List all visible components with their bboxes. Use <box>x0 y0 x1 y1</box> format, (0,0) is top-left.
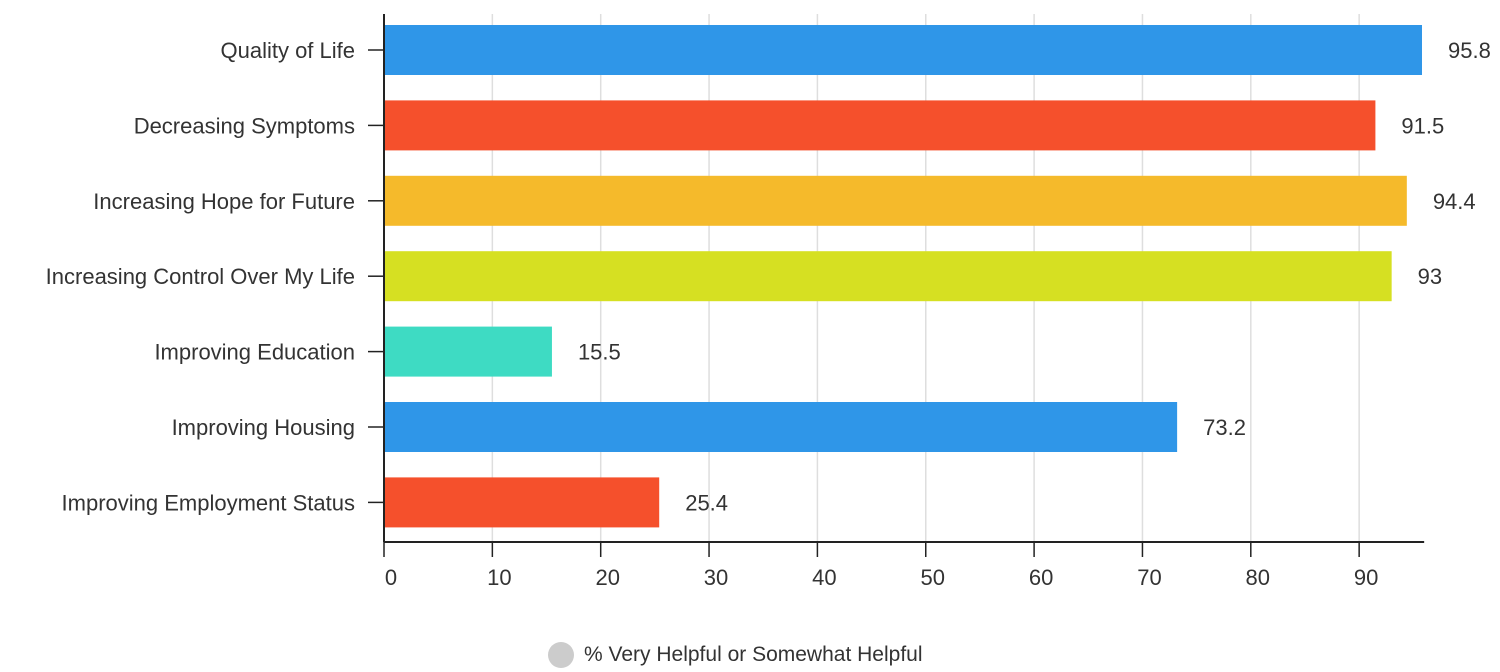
legend-label: % Very Helpful or Somewhat Helpful <box>584 643 923 666</box>
value-label: 73.2 <box>1203 415 1246 440</box>
x-tick-label: 30 <box>704 565 728 590</box>
value-label: 91.5 <box>1401 113 1444 138</box>
x-tick-label: 90 <box>1354 565 1378 590</box>
value-label: 95.8 <box>1448 38 1491 63</box>
bar <box>384 25 1422 75</box>
category-label: Improving Education <box>154 340 355 365</box>
x-tick-label: 10 <box>487 565 511 590</box>
value-label: 15.5 <box>578 340 621 365</box>
x-tick-label: 40 <box>812 565 836 590</box>
bar <box>384 326 552 377</box>
x-tick-label: 70 <box>1137 565 1161 590</box>
bar <box>384 477 660 528</box>
bar <box>384 175 1407 226</box>
category-label: Increasing Hope for Future <box>93 189 355 214</box>
x-tick-label: 20 <box>595 565 619 590</box>
legend-swatch-icon <box>548 642 574 668</box>
x-tick-label: 60 <box>1029 565 1053 590</box>
value-label: 93 <box>1418 264 1442 289</box>
chart-legend[interactable]: % Very Helpful or Somewhat Helpful <box>548 642 923 668</box>
bar <box>384 100 1376 151</box>
x-tick-label: 80 <box>1246 565 1270 590</box>
bar <box>384 251 1392 302</box>
x-tick-label: 50 <box>921 565 945 590</box>
value-label: 25.4 <box>685 490 728 515</box>
x-tick-label: 0 <box>385 565 397 590</box>
bar <box>384 402 1178 452</box>
value-label: 94.4 <box>1433 189 1476 214</box>
category-label: Increasing Control Over My Life <box>46 264 355 289</box>
category-label: Decreasing Symptoms <box>134 113 355 138</box>
category-label: Improving Housing <box>172 415 355 440</box>
category-label: Quality of Life <box>220 38 355 63</box>
category-label: Improving Employment Status <box>62 490 355 515</box>
